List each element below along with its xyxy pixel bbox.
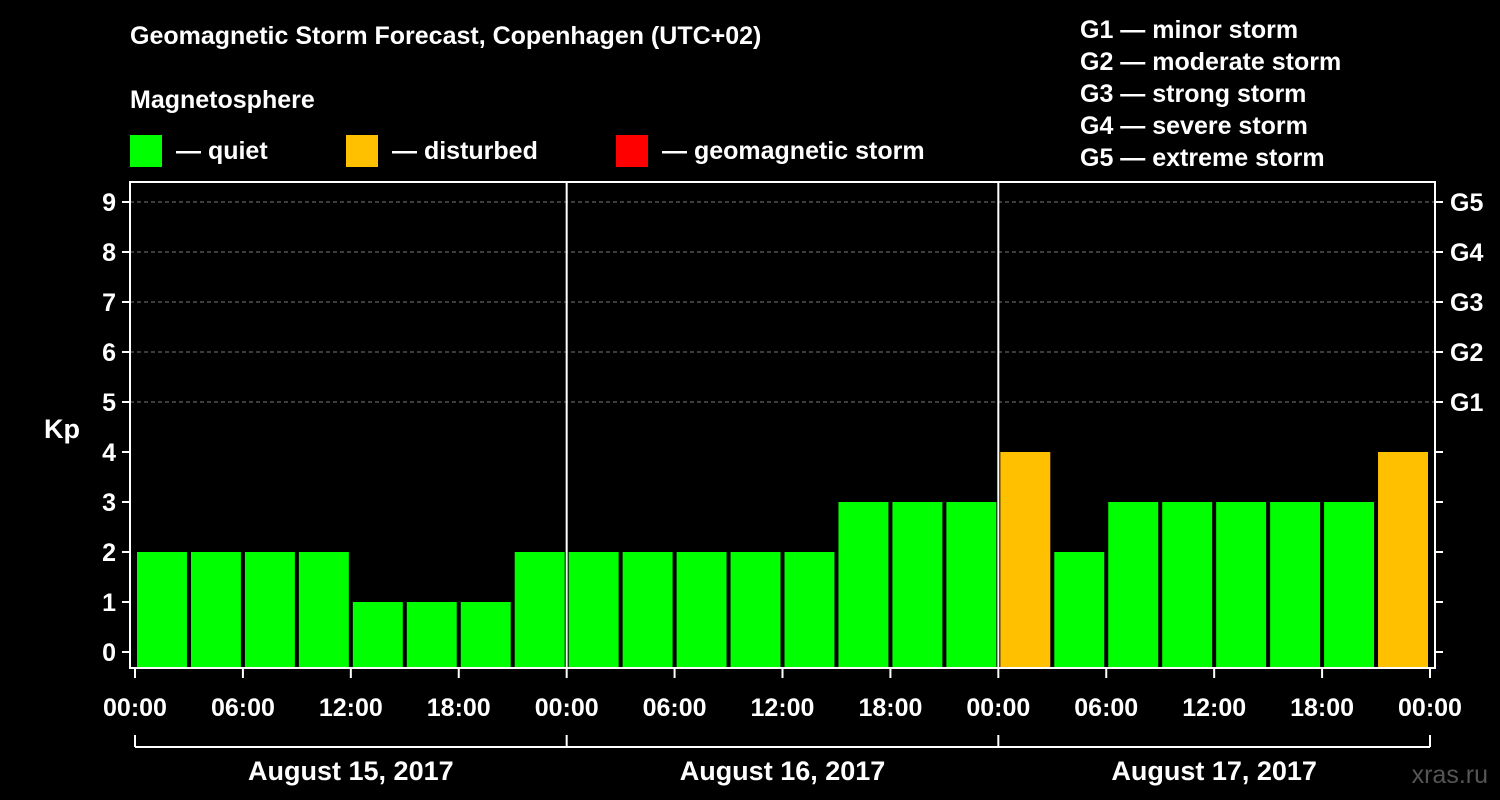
storm-scale-legend: G1 — minor storm G2 — moderate storm G3 … [1080,14,1341,174]
y-tick-label-6: 6 [102,339,116,367]
bar-13 [838,502,889,668]
bar-14 [892,502,943,668]
x-tick-label-7: 18:00 [858,694,922,722]
bar-5 [406,602,457,668]
y-tick-label-4: 4 [102,439,116,467]
magnetosphere-heading: Magnetosphere [130,86,315,114]
bar-12 [784,552,835,668]
bar-1 [190,552,241,668]
bar-2 [244,552,295,668]
bar-6 [460,602,511,668]
grid-lines [130,201,1435,403]
x-tick-label-0: 00:00 [103,694,167,722]
bar-15 [946,502,997,668]
storm-scale-g1: G1 — minor storm [1080,16,1299,44]
legend-label-disturbed: — disturbed [392,136,538,165]
y-tick-label-3: 3 [102,489,116,517]
y-tick-label-5: 5 [102,389,116,417]
bar-21 [1270,502,1321,668]
bar-0 [137,552,187,668]
x-tick-label-8: 00:00 [966,694,1030,722]
x-tick-label-10: 12:00 [1182,694,1246,722]
g-scale-label-G4: G4 [1450,239,1483,267]
x-tick-label-1: 06:00 [211,694,275,722]
bar-17 [1054,552,1105,668]
x-tick-label-5: 06:00 [643,694,707,722]
day-label-1: August 16, 2017 [680,756,886,786]
storm-scale-g5: G5 — extreme storm [1080,144,1325,172]
day-label-0: August 15, 2017 [248,756,454,786]
x-tick-label-3: 18:00 [427,694,491,722]
storm-scale-g3: G3 — strong storm [1080,80,1307,108]
y-tick-label-0: 0 [102,639,116,667]
bar-11 [730,552,781,668]
x-tick-label-9: 06:00 [1074,694,1138,722]
bar-8 [568,552,619,668]
g-scale-label-G2: G2 [1450,339,1483,367]
bar-22 [1324,502,1375,668]
legend-label-storm: — geomagnetic storm [662,136,925,165]
bar-4 [352,602,403,668]
watermark: xras.ru [1411,761,1488,789]
chart-title: Geomagnetic Storm Forecast, Copenhagen (… [130,22,762,50]
g-scale-label-G1: G1 [1450,389,1483,417]
quiet-swatch [130,135,162,167]
legend-item-quiet: — quiet [130,134,268,168]
y-axis-label: Kp [44,414,80,444]
y-tick-label-2: 2 [102,539,116,567]
legend-item-storm: — geomagnetic storm [616,134,925,168]
storm-scale-g4: G4 — severe storm [1080,112,1308,140]
bar-19 [1162,502,1213,668]
bar-7 [514,552,565,668]
axes-group: 0 1 2 3 4 5 6 7 8 9 G1 G2 G3 G4 G5 00:00 06:00 12:00 18:00… [102,189,1483,786]
bars-group [137,452,1428,668]
bar-9 [622,552,673,668]
y-tick-label-8: 8 [102,239,116,267]
y-tick-label-7: 7 [102,289,116,317]
x-tick-label-2: 12:00 [319,694,383,722]
disturbed-swatch [346,135,378,167]
storm-scale-g2: G2 — moderate storm [1080,48,1342,76]
bar-23 [1378,452,1428,668]
g-scale-label-G3: G3 [1450,289,1483,317]
y-tick-label-1: 1 [102,589,116,617]
g-scale-label-G5: G5 [1450,189,1483,217]
bar-20 [1216,502,1267,668]
bar-16 [1000,452,1051,668]
y-tick-label-9: 9 [102,189,116,217]
x-tick-label-11: 18:00 [1290,694,1354,722]
x-tick-label-12: 00:00 [1398,694,1462,722]
bar-10 [676,552,727,668]
storm-swatch [616,135,648,167]
bar-18 [1108,502,1159,668]
bar-3 [298,552,349,668]
legend-item-disturbed: — disturbed [346,134,538,168]
x-tick-label-6: 12:00 [751,694,815,722]
x-tick-label-4: 00:00 [535,694,599,722]
legend-label-quiet: — quiet [176,136,268,165]
day-label-2: August 17, 2017 [1111,756,1317,786]
